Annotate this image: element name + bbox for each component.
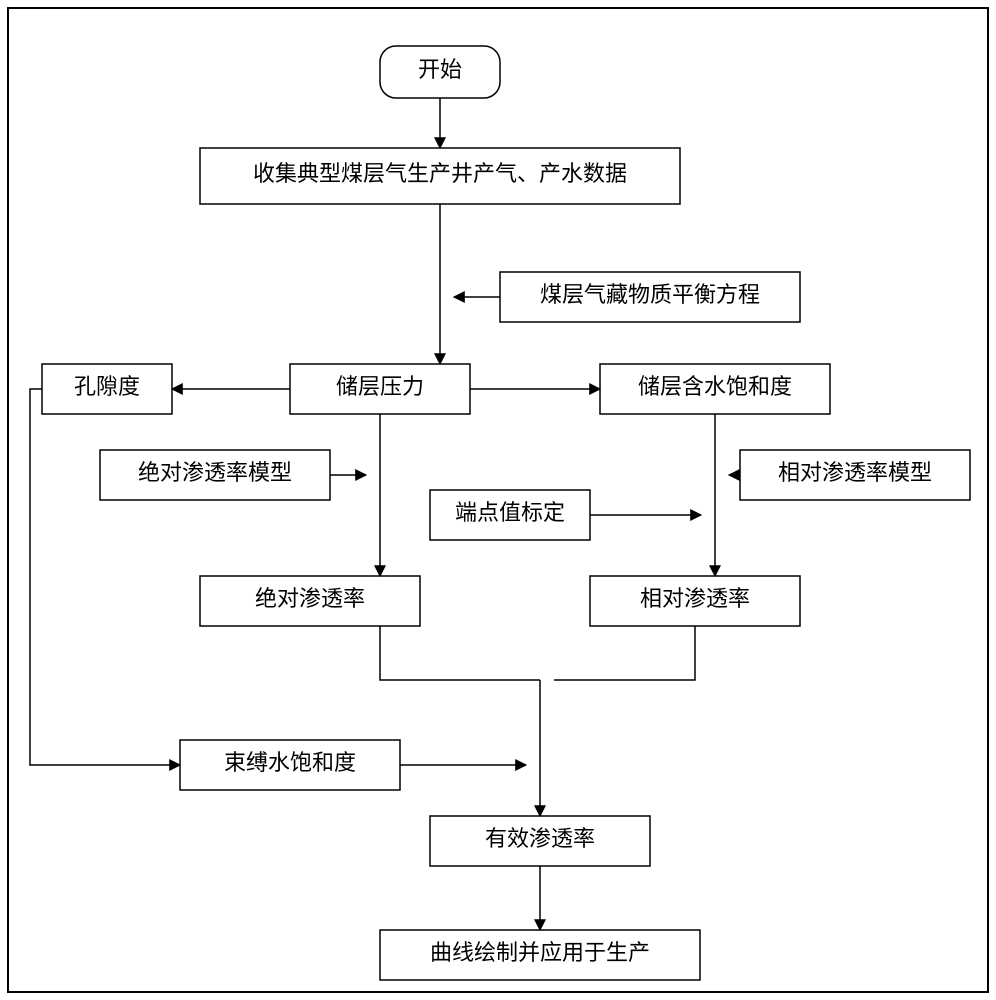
label-absperm: 绝对渗透率 (255, 586, 365, 611)
node-porosity: 孔隙度 (42, 364, 172, 414)
edge-porosity-irr (30, 389, 180, 765)
node-mbe: 煤层气藏物质平衡方程 (500, 272, 800, 322)
node-collect: 收集典型煤层气生产井产气、产水数据 (200, 148, 680, 204)
node-plot: 曲线绘制并应用于生产 (380, 930, 700, 980)
label-relperm: 相对渗透率 (640, 586, 750, 611)
label-irr: 束缚水饱和度 (224, 750, 356, 775)
edge-absperm-merge (380, 626, 540, 680)
label-collect: 收集典型煤层气生产井产气、产水数据 (253, 161, 627, 186)
label-pressure: 储层压力 (336, 374, 424, 399)
label-mbe: 煤层气藏物质平衡方程 (540, 282, 760, 307)
node-start: 开始 (380, 46, 500, 98)
label-absmodel: 绝对渗透率模型 (138, 460, 292, 485)
node-relmodel: 相对渗透率模型 (740, 450, 970, 500)
label-endpoint: 端点值标定 (455, 500, 565, 525)
node-eff: 有效渗透率 (430, 816, 650, 866)
node-absperm: 绝对渗透率 (200, 576, 420, 626)
node-irr: 束缚水饱和度 (180, 740, 400, 790)
edge-relperm-merge (554, 626, 695, 680)
edges (30, 98, 740, 930)
label-plot: 曲线绘制并应用于生产 (430, 940, 650, 965)
node-relperm: 相对渗透率 (590, 576, 800, 626)
node-absmodel: 绝对渗透率模型 (100, 450, 330, 500)
label-swr: 储层含水饱和度 (638, 374, 792, 399)
node-pressure: 储层压力 (290, 364, 470, 414)
label-relmodel: 相对渗透率模型 (778, 460, 932, 485)
label-eff: 有效渗透率 (485, 826, 595, 851)
label-porosity: 孔隙度 (74, 374, 140, 399)
label-start: 开始 (418, 57, 462, 82)
node-endpoint: 端点值标定 (430, 490, 590, 540)
node-swr: 储层含水饱和度 (600, 364, 830, 414)
